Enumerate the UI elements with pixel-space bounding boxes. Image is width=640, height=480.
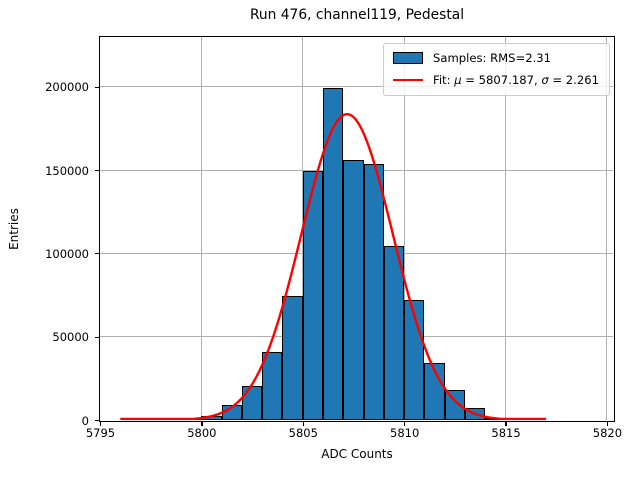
fit-curve-path xyxy=(120,112,547,420)
legend: Samples: RMS=2.31 Fit: μ = 5807.187, σ =… xyxy=(383,43,610,96)
x-tick-label: 5810 xyxy=(390,426,420,440)
y-tick xyxy=(95,336,99,338)
gridline-vertical xyxy=(505,37,507,420)
histogram-bar xyxy=(262,351,283,420)
fit-label-prefix: Fit: xyxy=(433,73,455,87)
legend-samples-label: Samples: RMS=2.31 xyxy=(433,51,552,65)
histogram-bar xyxy=(323,88,344,420)
x-axis-label: ADC Counts xyxy=(321,447,393,461)
x-tick xyxy=(505,422,507,426)
y-tick xyxy=(95,86,99,88)
fit-mu-value: = 5807.187, xyxy=(461,73,542,87)
fit-line-swatch-icon xyxy=(393,78,423,82)
samples-swatch-icon xyxy=(393,52,423,64)
gridline-vertical xyxy=(403,37,405,420)
legend-item-samples: Samples: RMS=2.31 xyxy=(393,50,599,66)
y-tick xyxy=(95,253,99,255)
histogram-bar xyxy=(424,363,445,420)
gridline-vertical xyxy=(200,37,202,420)
y-tick-label: 0 xyxy=(81,413,89,428)
plot-area: Samples: RMS=2.31 Fit: μ = 5807.187, σ =… xyxy=(99,36,615,422)
x-tick xyxy=(606,422,609,426)
histogram-bar xyxy=(343,160,364,420)
x-tick xyxy=(201,422,203,426)
gridline-horizontal xyxy=(100,86,613,88)
legend-item-fit: Fit: μ = 5807.187, σ = 2.261 xyxy=(393,72,599,88)
gaussian-fit-curve xyxy=(120,112,547,420)
sigma-symbol: σ xyxy=(541,73,549,87)
legend-fit-label: Fit: μ = 5807.187, σ = 2.261 xyxy=(433,73,599,87)
x-tick xyxy=(404,422,406,426)
x-tick-label: 5800 xyxy=(187,426,217,440)
x-tick xyxy=(99,422,102,426)
y-tick xyxy=(95,419,99,422)
x-tick-label: 5805 xyxy=(288,426,318,440)
x-tick xyxy=(302,422,304,426)
y-axis-label: Entries xyxy=(7,208,21,250)
y-tick-label: 150000 xyxy=(45,163,89,178)
chart-title: Run 476, channel119, Pedestal xyxy=(249,7,465,23)
y-tick-label: 100000 xyxy=(45,246,89,261)
x-tick-label: 5815 xyxy=(491,426,521,440)
y-tick xyxy=(95,169,99,172)
histogram-bar xyxy=(302,170,324,420)
x-tick-label: 5820 xyxy=(592,426,623,440)
mu-symbol: μ xyxy=(454,73,462,87)
gridline-vertical xyxy=(606,37,608,420)
y-tick-label: 50000 xyxy=(52,330,89,345)
histogram-bar xyxy=(383,246,405,420)
histogram-bar xyxy=(282,295,303,420)
x-tick-label: 5795 xyxy=(85,426,116,440)
y-tick-label: 200000 xyxy=(45,80,89,95)
histogram-bar xyxy=(444,390,465,420)
fit-sigma-value: = 2.261 xyxy=(548,73,599,87)
